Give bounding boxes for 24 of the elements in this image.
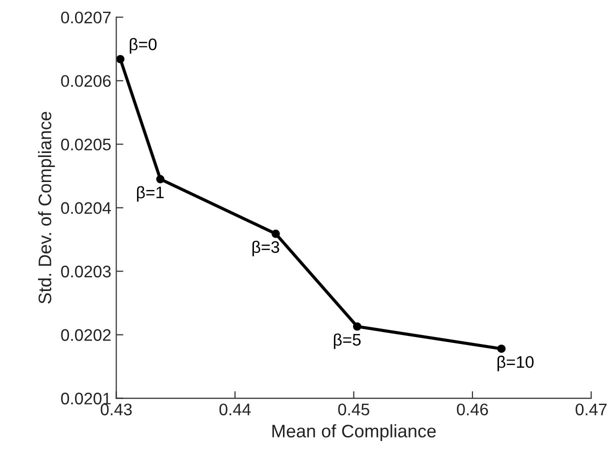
y-axis-title: Std. Dev. of Compliance <box>38 112 55 304</box>
y-tick-label: 0.0205 <box>61 138 111 150</box>
y-tick-label: 0.0206 <box>61 75 111 87</box>
y-tick-label: 0.0201 <box>61 392 111 404</box>
annotation: β=5 <box>334 333 361 349</box>
x-tick-label: 0.47 <box>576 404 607 416</box>
annotation: β=3 <box>252 240 280 256</box>
point <box>497 344 506 353</box>
point <box>156 174 164 184</box>
annotation: β=1 <box>137 186 164 202</box>
point <box>116 54 124 64</box>
annotation: β=10 <box>498 356 534 372</box>
y-tick-label: 0.0204 <box>61 202 111 214</box>
point <box>272 230 280 238</box>
x-axis-title: Mean of Compliance <box>272 424 436 442</box>
y-tick-label: 0.0203 <box>61 266 111 278</box>
y-tick-label: 0.0207 <box>61 12 111 24</box>
y-tick-label: 0.0202 <box>61 329 111 341</box>
x-tick-label: 0.45 <box>338 404 370 416</box>
x-tick-label: 0.46 <box>456 404 488 416</box>
annotation: β=0 <box>130 38 157 54</box>
point <box>353 322 362 331</box>
x-tick-label: 0.43 <box>100 404 132 416</box>
x-tick-label: 0.44 <box>219 404 251 416</box>
